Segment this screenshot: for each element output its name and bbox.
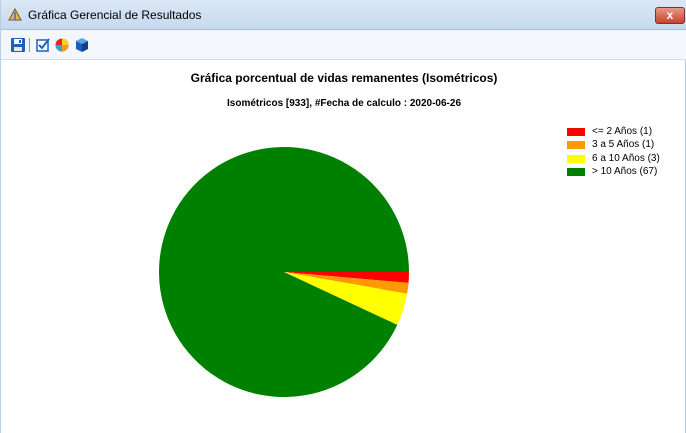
chart-title: Gráfica porcentual de vidas remanentes (… (190, 71, 498, 85)
legend-swatch (567, 167, 585, 176)
pie-slice-3 (159, 147, 409, 398)
save-icon[interactable] (10, 37, 26, 53)
legend-label: 3 a 5 Años (1) (592, 139, 655, 151)
chart-area: Gráfica porcentual de vidas remanentes (… (1, 60, 686, 433)
pie-chart (159, 147, 409, 398)
pie-slice-2 (284, 272, 408, 325)
legend-label: > 10 Años (67) (592, 165, 658, 177)
legend-label: <= 2 Años (1) (592, 126, 653, 137)
pie-slice-1 (284, 272, 409, 294)
toolbar-separator (29, 38, 30, 52)
close-icon: x (666, 8, 674, 22)
legend-swatch (567, 128, 585, 136)
toolbar (1, 30, 686, 60)
title-bar[interactable]: Gráfica Gerencial de Resultados x (1, 0, 686, 30)
legend-swatch (567, 154, 585, 163)
legend-label: 6 a 10 Años (3) (592, 152, 660, 164)
app-icon (8, 8, 22, 21)
checkbox-icon[interactable] (35, 37, 51, 53)
pie-chart-icon[interactable] (54, 37, 70, 53)
close-button[interactable]: x (655, 7, 685, 24)
legend-swatch (567, 141, 585, 150)
pie-slice-0 (284, 272, 409, 283)
cube-icon[interactable] (74, 37, 90, 53)
chart-subtitle: Isométricos [933], #Fecha de calculo : 2… (227, 98, 461, 109)
window-title: Gráfica Gerencial de Resultados (28, 8, 202, 22)
